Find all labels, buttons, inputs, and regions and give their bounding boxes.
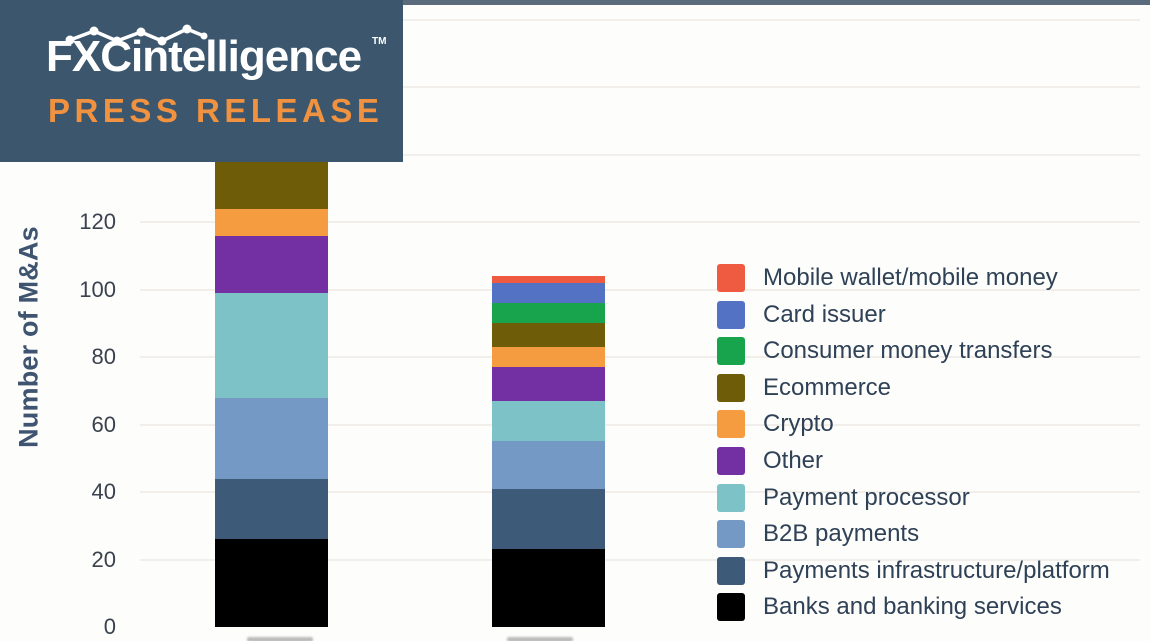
bar-2-segment-payment-processor	[492, 400, 605, 442]
legend-label: Payment processor	[763, 483, 970, 511]
gridline-100	[140, 288, 1140, 291]
bar-2-segment-banks-and-banking-services	[492, 549, 605, 627]
bar-1-segment-crypto	[215, 208, 328, 236]
y-tick-40: 40	[91, 479, 116, 504]
bar-2-segment-consumer-money-transfers	[492, 303, 605, 324]
bar-1-segment-b2b-payments	[215, 397, 328, 479]
gridline-40	[140, 491, 1140, 493]
legend-swatch	[717, 373, 745, 402]
legend-swatch	[717, 300, 745, 329]
y-tick-0: 0	[103, 614, 116, 639]
y-tick-80: 80	[91, 344, 116, 369]
bar-2-segment-crypto	[492, 346, 605, 368]
legend-label: Payments infrastructure/platform	[763, 556, 1110, 584]
y-tick-60: 60	[91, 411, 116, 437]
bar-2-segment-payments-infrastructure-platform	[492, 488, 605, 550]
legend-label: Crypto	[763, 410, 834, 438]
bar-2-segment-card-issuer	[492, 282, 605, 303]
legend-swatch	[717, 483, 745, 512]
cropped-top-edge-strip	[396, 0, 1150, 5]
legend-swatch	[717, 556, 745, 585]
legend-swatch	[717, 447, 745, 475]
legend-swatch	[717, 264, 745, 292]
legend-label: Consumer money transfers	[763, 337, 1053, 365]
logo-wordmark: FXCintelligence	[46, 32, 362, 81]
gridline-140	[140, 153, 1140, 156]
gridline-120	[140, 221, 1140, 223]
bar-2-segment-other	[492, 367, 605, 401]
y-tick-120: 120	[79, 209, 116, 234]
logo-line-chart-icon	[65, 24, 208, 46]
gridline-60	[140, 423, 1140, 426]
legend-label: Banks and banking services	[763, 593, 1062, 621]
x-label-stub-left	[247, 637, 313, 641]
bar-1-segment-payment-processor	[215, 292, 328, 398]
legend-label: Other	[763, 447, 824, 474]
legend-swatch	[717, 337, 745, 366]
gridline-80	[140, 356, 1140, 358]
legend-swatch	[717, 593, 745, 622]
bar-2-segment-ecommerce	[492, 323, 605, 347]
bar-1-segment-other	[215, 235, 328, 293]
gridline-20	[140, 558, 1140, 561]
y-tick-100: 100	[79, 276, 116, 302]
legend-swatch	[717, 410, 745, 439]
trademark-symbol: TM	[372, 36, 387, 47]
bar-2-segment-b2b-payments	[492, 441, 605, 489]
gridline-160	[140, 86, 1140, 88]
bar-1-segment-banks-and-banking-services	[215, 539, 328, 627]
y-axis-title: Number of M&As	[13, 226, 44, 448]
y-tick-20: 20	[91, 546, 116, 572]
x-label-stub-right	[507, 637, 573, 641]
legend-label: Card issuer	[763, 300, 886, 328]
legend-label: Mobile wallet/mobile money	[763, 264, 1058, 291]
legend-swatch	[717, 520, 745, 549]
bar-1-segment-payments-infrastructure-platform	[215, 478, 328, 540]
press-release-banner: FXCintelligence TM PRESS RELEASE	[0, 0, 403, 162]
legend-label: Ecommerce	[763, 373, 892, 401]
bar-2-segment-mobile-wallet-mobile-money	[492, 276, 605, 283]
press-release-label: PRESS RELEASE	[48, 92, 384, 129]
gridline-180	[140, 18, 1140, 21]
legend-label: B2B payments	[763, 520, 920, 548]
